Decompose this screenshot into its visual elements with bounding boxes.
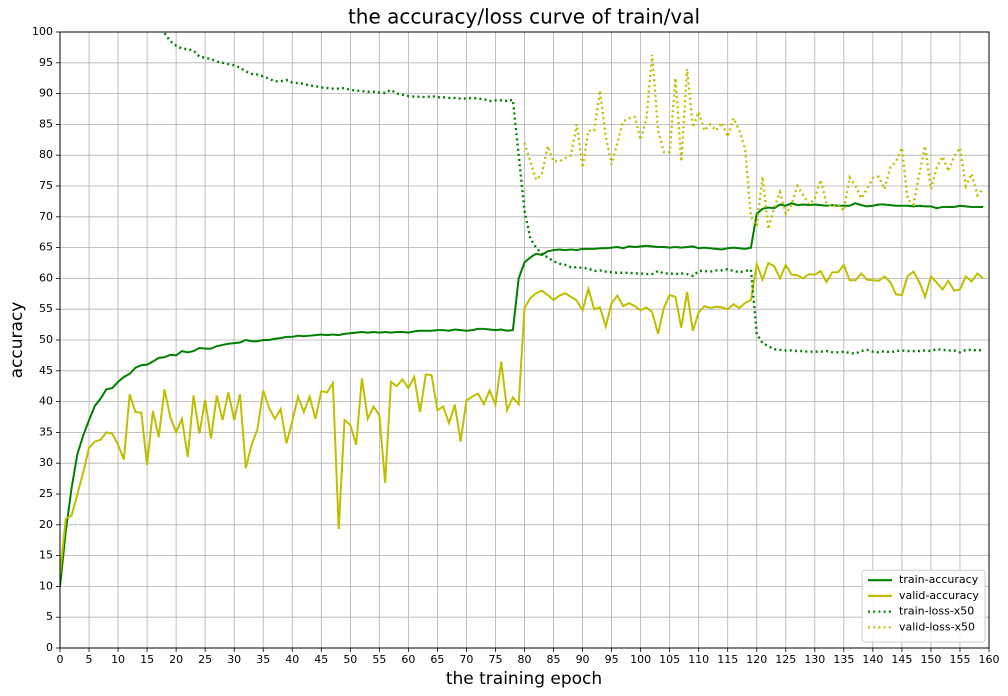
x-tick-label: 50 xyxy=(343,653,357,666)
chart-title: the accuracy/loss curve of train/val xyxy=(348,5,700,29)
y-tick-label: 35 xyxy=(39,425,53,438)
x-tick-label: 110 xyxy=(688,653,709,666)
y-tick-label: 40 xyxy=(39,395,53,408)
y-tick-label: 20 xyxy=(39,518,53,531)
x-tick-label: 130 xyxy=(804,653,825,666)
y-tick-label: 5 xyxy=(46,610,53,623)
x-tick-label: 25 xyxy=(198,653,212,666)
y-tick-label: 95 xyxy=(39,56,53,69)
x-tick-label: 65 xyxy=(430,653,444,666)
x-tick-label: 105 xyxy=(659,653,680,666)
y-axis-label: accuracy xyxy=(7,302,27,379)
x-tick-label: 95 xyxy=(605,653,619,666)
legend-frame xyxy=(861,569,986,643)
x-tick-label: 15 xyxy=(140,653,154,666)
x-tick-label: 45 xyxy=(314,653,328,666)
y-tick-label: 10 xyxy=(39,579,53,592)
x-tick-label: 160 xyxy=(979,653,1000,666)
legend: train-accuracy valid-accuracy train-loss-x… xyxy=(861,569,986,643)
x-tick-label: 85 xyxy=(547,653,561,666)
y-tick-label: 25 xyxy=(39,487,53,500)
x-tick-label: 60 xyxy=(401,653,415,666)
x-tick-label: 155 xyxy=(949,653,970,666)
x-tick-label: 35 xyxy=(256,653,270,666)
y-tick-label: 0 xyxy=(46,641,53,654)
legend-label: valid-loss-x50 xyxy=(899,620,975,633)
x-tick-label: 0 xyxy=(57,653,64,666)
data-line xyxy=(523,54,985,230)
grid xyxy=(56,31,990,652)
y-tick-label: 30 xyxy=(39,456,53,469)
axes-frame xyxy=(59,31,990,649)
y-tick-label: 70 xyxy=(39,210,53,223)
x-tick-label: 120 xyxy=(746,653,767,666)
y-tick-label: 50 xyxy=(39,333,53,346)
y-tick-label: 60 xyxy=(39,271,53,284)
x-tick-label: 135 xyxy=(833,653,854,666)
legend-label: train-accuracy xyxy=(899,573,979,586)
x-tick-label: 70 xyxy=(459,653,473,666)
y-tick-label: 45 xyxy=(39,364,53,377)
y-tick-label: 55 xyxy=(39,302,53,315)
x-tick-label: 55 xyxy=(372,653,386,666)
data-line xyxy=(163,32,984,355)
x-tick-label: 5 xyxy=(86,653,93,666)
x-tick-label: 150 xyxy=(920,653,941,666)
y-tick-label: 75 xyxy=(39,179,53,192)
x-tick-label: 75 xyxy=(488,653,502,666)
x-tick-label: 145 xyxy=(891,653,912,666)
y-tick-label: 100 xyxy=(32,25,53,38)
x-tick-label: 10 xyxy=(111,653,125,666)
plot-area xyxy=(60,32,985,587)
x-tick-label: 40 xyxy=(285,653,299,666)
data-line xyxy=(60,260,984,575)
y-tick-label: 65 xyxy=(39,241,53,254)
x-tick-label: 100 xyxy=(630,653,651,666)
x-tick-label: 90 xyxy=(576,653,590,666)
x-tick-label: 125 xyxy=(775,653,796,666)
x-tick-label: 30 xyxy=(227,653,241,666)
x-tick-label: 140 xyxy=(862,653,883,666)
legend-label: valid-accuracy xyxy=(899,589,979,602)
y-tick-label: 15 xyxy=(39,549,53,562)
y-tick-label: 90 xyxy=(39,87,53,100)
x-tick-label: 20 xyxy=(169,653,183,666)
y-tick-label: 85 xyxy=(39,117,53,130)
y-tick-label: 80 xyxy=(39,148,53,161)
x-axis-label: the training epoch xyxy=(446,669,602,689)
legend-label: train-loss-x50 xyxy=(899,605,974,618)
x-tick-label: 115 xyxy=(717,653,738,666)
x-tick-label: 80 xyxy=(518,653,532,666)
